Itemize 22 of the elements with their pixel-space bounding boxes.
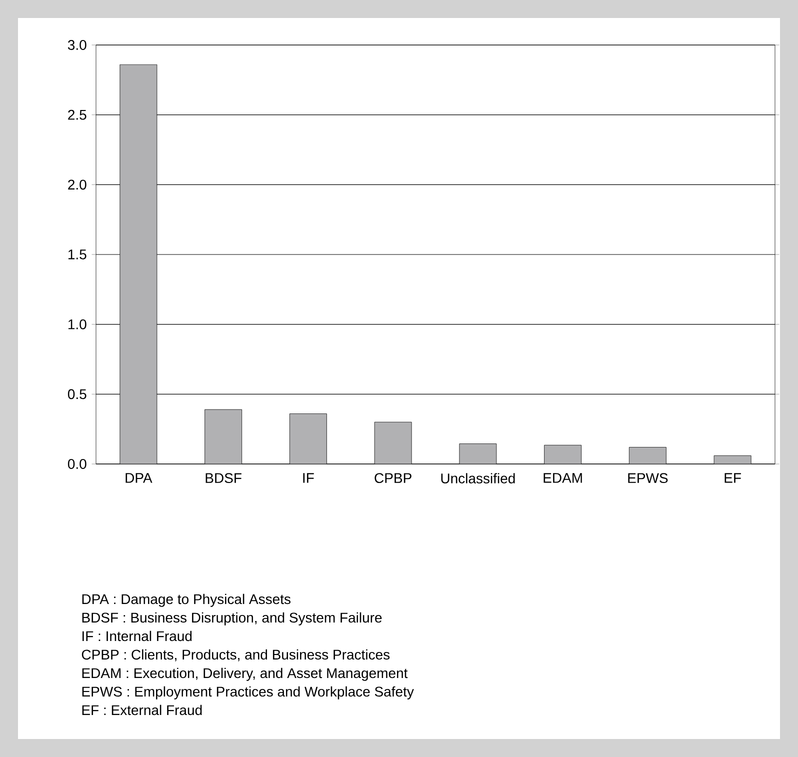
x-tick-label: IF: [303, 473, 314, 483]
y-tick-label: 3.0: [68, 40, 86, 50]
y-tick-label: 1.5: [68, 250, 86, 260]
x-tick-label: DPA: [126, 473, 152, 483]
y-tick-label: 0.0: [68, 459, 86, 469]
text: IF : Internal Fraud: [82, 630, 192, 642]
y-tick-label: 2.0: [68, 180, 86, 190]
text: CPBP : Clients, Products, and Business Practices: [82, 649, 390, 662]
y-tick-label: 1.0: [68, 319, 86, 330]
text: BDSF : Business Disruption, and System Failure: [82, 612, 382, 626]
y-tick-label: 2.5: [68, 110, 86, 120]
x-tick-label: EDAM: [544, 473, 582, 483]
text: EDAM : Execution, Delivery, and Asset Management: [82, 668, 408, 681]
x-tick-label: CPBP: [374, 473, 412, 484]
y-tick-label: 0.5: [68, 389, 86, 400]
text: EPWS : Employment Practices and Workplace Safety: [82, 686, 414, 700]
x-tick-label: EF: [724, 473, 741, 483]
x-tick-label: BDSF: [206, 473, 242, 484]
text: DPA : Damage to Physical Assets: [82, 594, 290, 607]
x-tick-label: Unclassified: [441, 473, 515, 484]
x-tick-label: EPWS: [628, 473, 668, 484]
text: EF : External Fraud: [82, 704, 202, 716]
